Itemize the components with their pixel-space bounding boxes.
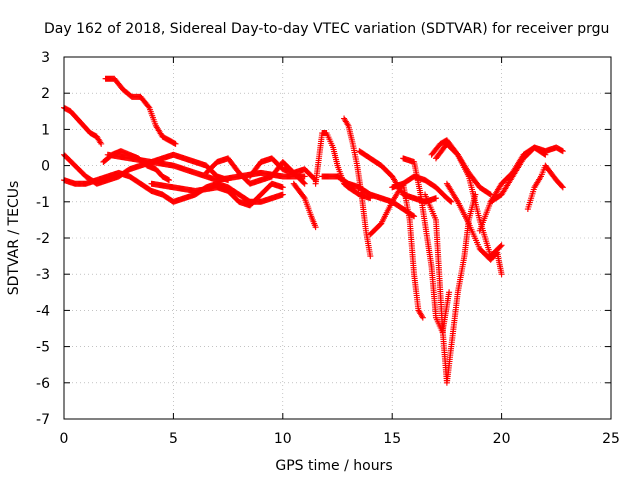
series-arc-21 — [443, 180, 505, 278]
data-point — [312, 224, 319, 231]
y-tick-label: -6 — [36, 376, 50, 392]
series-arc-13 — [341, 115, 374, 260]
series-arc-7 — [148, 180, 286, 209]
y-tick-label: -4 — [36, 303, 50, 319]
series-arc-9 — [246, 155, 319, 184]
x-axis-label: GPS time / hours — [275, 458, 392, 474]
x-tick-label: 25 — [602, 431, 620, 447]
x-tick-label: 15 — [383, 431, 401, 447]
y-tick-label: 3 — [41, 50, 50, 66]
grid — [64, 57, 611, 419]
data-point — [279, 191, 286, 198]
series-arc-22 — [476, 144, 549, 234]
series-arc-5 — [102, 75, 179, 147]
data-point — [172, 140, 179, 147]
data-point — [145, 103, 152, 110]
data-point — [98, 140, 105, 147]
series-arc-8 — [203, 155, 308, 187]
series-arc-18 — [422, 191, 479, 386]
data-point — [447, 198, 454, 205]
series-arc-10 — [290, 180, 319, 231]
y-tick-label: 1 — [41, 122, 50, 138]
data-points — [61, 75, 566, 386]
data-point — [448, 198, 455, 205]
data-point — [497, 243, 504, 250]
data-point — [498, 271, 505, 278]
y-tick-label: -3 — [36, 267, 50, 283]
data-point — [301, 173, 308, 180]
data-point — [486, 190, 493, 197]
data-point — [300, 193, 307, 200]
x-tick-label: 5 — [169, 431, 178, 447]
data-point — [559, 148, 566, 155]
data-point — [300, 179, 307, 186]
data-point — [419, 314, 426, 321]
data-point — [97, 139, 104, 146]
series-arc-23 — [487, 144, 566, 205]
x-tick-label: 0 — [60, 431, 69, 447]
data-point — [559, 184, 566, 191]
series-arc-12 — [319, 173, 418, 220]
data-point — [446, 289, 453, 296]
y-axis-label: SDTVAR / TECUs — [6, 181, 22, 296]
data-point — [301, 180, 308, 187]
y-tick-label: -5 — [36, 340, 50, 356]
data-point — [166, 177, 173, 184]
series-arc-1 — [61, 104, 105, 147]
data-point — [279, 184, 286, 191]
chart-title: Day 162 of 2018, Sidereal Day-to-day VTE… — [44, 21, 609, 37]
series-arc-15 — [367, 180, 426, 321]
y-tick-label: -2 — [36, 231, 50, 247]
y-tick-label: 2 — [41, 86, 50, 102]
data-point — [367, 253, 374, 260]
data-point — [558, 183, 565, 190]
y-tick-label: -7 — [36, 412, 50, 428]
data-point — [418, 313, 425, 320]
data-point — [411, 213, 418, 220]
x-tick-label: 20 — [493, 431, 511, 447]
x-tick-label: 10 — [274, 431, 292, 447]
y-tick-label: 0 — [41, 159, 50, 175]
data-point — [498, 242, 505, 249]
series-arc-17 — [400, 155, 453, 336]
data-point — [344, 121, 351, 128]
series-arc-24 — [524, 162, 566, 213]
y-tick-label: -1 — [36, 195, 50, 211]
data-point — [432, 195, 439, 202]
